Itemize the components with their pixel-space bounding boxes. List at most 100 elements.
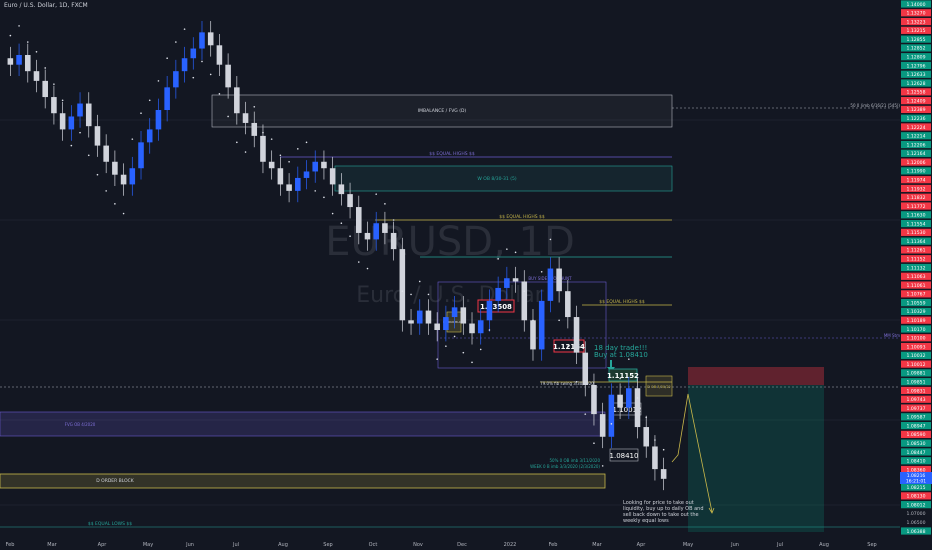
candle-body — [460, 307, 467, 324]
price-axis-label: 1.08215 — [907, 485, 926, 491]
candle-body — [591, 385, 597, 415]
time-axis[interactable] — [0, 536, 900, 550]
fib-low1-label: 50% 0 OB imb 3/11/2020 — [550, 458, 601, 463]
candle-body — [268, 161, 275, 169]
price-axis-badge — [901, 351, 931, 359]
trade-note: 18 day trade!!! — [594, 344, 647, 352]
sar-dot — [314, 190, 317, 192]
candle-body — [155, 110, 162, 130]
price-axis-label: 1.11132 — [907, 265, 926, 271]
candles-group — [7, 21, 667, 491]
imbalance-zone[interactable] — [211, 94, 673, 128]
price-axis-badge — [901, 334, 931, 342]
price-axis-badge — [901, 35, 931, 43]
price-axis-badge — [901, 44, 931, 52]
candle-body — [521, 281, 528, 321]
candle-body — [242, 113, 249, 123]
symbol-title[interactable]: Euro / U.S. Dollar, 1D, FXCM — [4, 2, 88, 9]
price-axis-badge — [901, 211, 931, 219]
candle-body — [547, 268, 554, 301]
time-axis-label: Mar — [592, 542, 602, 548]
candle-body — [312, 161, 319, 172]
time-axis-label: Mar — [47, 542, 57, 548]
current-price-tag — [900, 472, 932, 484]
time-axis-label: Aug — [819, 542, 829, 548]
price-axis-label: 1.12214 — [907, 134, 926, 140]
candle-body — [451, 307, 458, 318]
price-tag-111152 — [608, 368, 638, 382]
watermark-ticker: EURUSD, 1D — [325, 219, 575, 265]
candle-body — [16, 55, 22, 65]
time-axis-label: Oct — [369, 542, 378, 548]
price-axis-label: 1.09587 — [907, 415, 926, 421]
candle-body — [181, 58, 188, 72]
sar-dot — [288, 160, 290, 163]
price-tag-108410-text: 1.08410 — [610, 452, 639, 460]
candle-body — [486, 300, 493, 321]
candle-body — [425, 310, 432, 324]
time-axis-label: Jul — [776, 542, 783, 548]
sar-dot — [497, 258, 499, 260]
price-axis-label: 1.11990 — [907, 169, 926, 175]
price-axis-badge — [901, 140, 931, 149]
sar-dot — [105, 190, 107, 192]
projection-path — [671, 393, 713, 513]
equal-highs-label-2: $$ EQUAL HIGHS $$ — [499, 214, 545, 220]
price-axis-badge — [901, 176, 931, 184]
candle-body — [251, 122, 258, 136]
daily-ob-box[interactable] — [645, 375, 673, 397]
fib-low2-label: WEEK 0 B imb 3/3/2020 (2/3/2020) — [530, 464, 600, 469]
price-axis-label: 1.14000 — [907, 2, 926, 8]
price-axis-badge — [901, 299, 931, 307]
price-axis-badge — [901, 413, 931, 421]
price-axis-label: 1.10093 — [907, 344, 926, 350]
equal-highs-label-3: $$ EQUAL HIGHS $$ — [599, 299, 645, 305]
sar-dot — [410, 293, 412, 296]
position-target-zone[interactable] — [688, 385, 824, 532]
fvg-ob-label: FVG OB 4/2020 — [65, 422, 96, 427]
fib-top-label: 50 0 (imb 6/16/21 (545)) — [850, 103, 900, 108]
sar-dot — [401, 290, 404, 292]
sar-dot — [279, 154, 282, 157]
sar-dot — [392, 219, 395, 221]
sar-dot — [357, 261, 360, 263]
sar-dot — [26, 41, 29, 43]
candle-body — [103, 145, 109, 162]
note-block: Looking for price to take out liquidity,… — [623, 500, 704, 524]
price-axis-label: 1.08410 — [907, 459, 926, 465]
price-axis-badge — [901, 492, 931, 500]
price-axis-badge — [901, 430, 931, 438]
price-axis-label: 1.08012 — [907, 502, 926, 508]
price-axis-label: 1.12633 — [907, 72, 926, 78]
candle-body — [59, 113, 66, 130]
price-axis-label: 1.07000 — [907, 511, 926, 517]
sar-dot — [140, 112, 142, 115]
sar-dot — [253, 105, 256, 108]
candle-body — [68, 116, 75, 130]
candle-body — [512, 278, 519, 282]
candle-body — [660, 469, 667, 479]
price-axis-badge — [901, 228, 931, 236]
sar-dot — [18, 25, 20, 27]
price-axis-badge — [901, 26, 931, 34]
sar-dot — [558, 319, 560, 322]
sar-dot — [96, 173, 99, 176]
price-axis-badge — [901, 448, 931, 456]
price-axis-badge — [901, 167, 931, 175]
position-stop-zone[interactable] — [688, 367, 824, 385]
price-axis-label: 1.12809 — [907, 55, 926, 61]
price-axis-badge — [901, 97, 931, 105]
order-block-zone[interactable] — [0, 473, 606, 489]
daily-ob-label: D OB 3/30/22 — [647, 385, 671, 389]
price-axis-badge — [901, 360, 931, 368]
sar-dot — [567, 345, 569, 347]
time-axis-label: Feb — [549, 542, 558, 548]
sar-dot — [166, 57, 168, 60]
price-axis-label: 1.11530 — [907, 230, 926, 236]
price-axis-label: 1.11061 — [907, 283, 926, 289]
price-axis-badge — [901, 246, 931, 254]
fib-mid-label: 79.0% fib swing 3/30/2020 — [540, 381, 594, 386]
sar-dot — [593, 442, 595, 445]
price-axis-badge — [901, 61, 931, 70]
